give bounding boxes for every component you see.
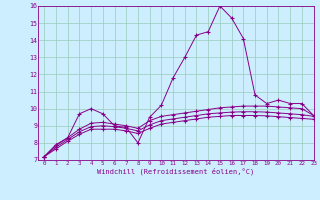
X-axis label: Windchill (Refroidissement éolien,°C): Windchill (Refroidissement éolien,°C) — [97, 167, 255, 175]
